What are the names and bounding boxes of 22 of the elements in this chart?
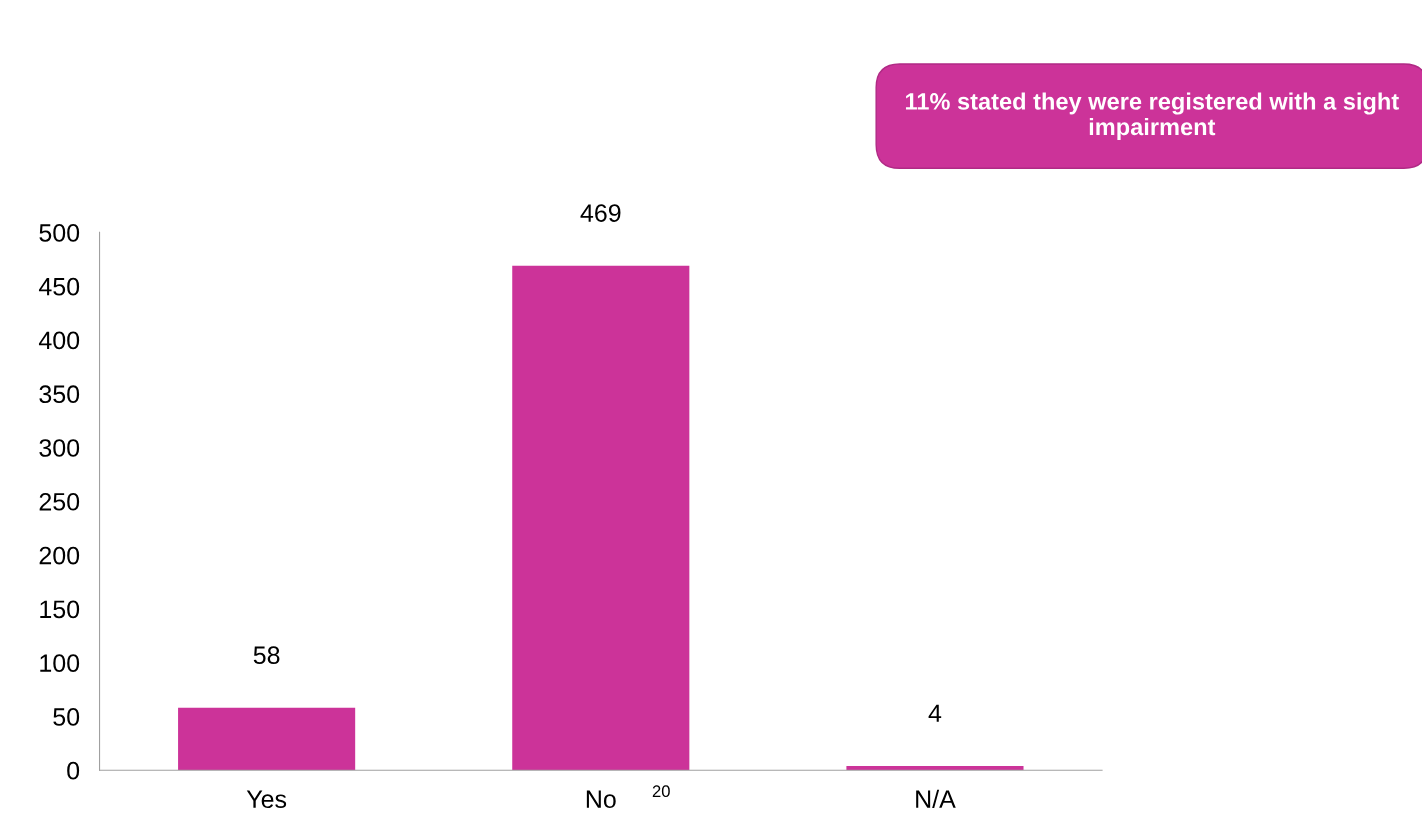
y-tick-label: 500	[39, 224, 80, 242]
bar	[512, 265, 690, 771]
text: 11% stated they were registered with a sight impairment	[905, 92, 1399, 140]
data-label: 469	[580, 204, 621, 222]
y-tick-label: 100	[40, 654, 80, 672]
x-tick-label: No	[586, 790, 616, 809]
y-tick-label: 200	[39, 546, 80, 565]
y-tick-label: 50	[53, 708, 80, 726]
y-tick-label: 300	[39, 439, 80, 457]
data-label: 4	[928, 704, 942, 722]
y-tick-label: 150	[40, 600, 80, 619]
y-tick-label: 450	[38, 277, 80, 296]
bar	[178, 707, 356, 771]
y-tick-label: 400	[38, 331, 80, 350]
y-tick-label: 250	[39, 492, 80, 511]
y-tick-label: 0	[67, 761, 80, 780]
data-label: 58	[253, 646, 280, 665]
x-tick-label: Yes	[246, 790, 287, 809]
bar	[846, 765, 1024, 771]
text: 20	[652, 785, 670, 798]
x-tick-label: N/A	[916, 789, 956, 809]
y-tick-label: 350	[39, 385, 80, 404]
